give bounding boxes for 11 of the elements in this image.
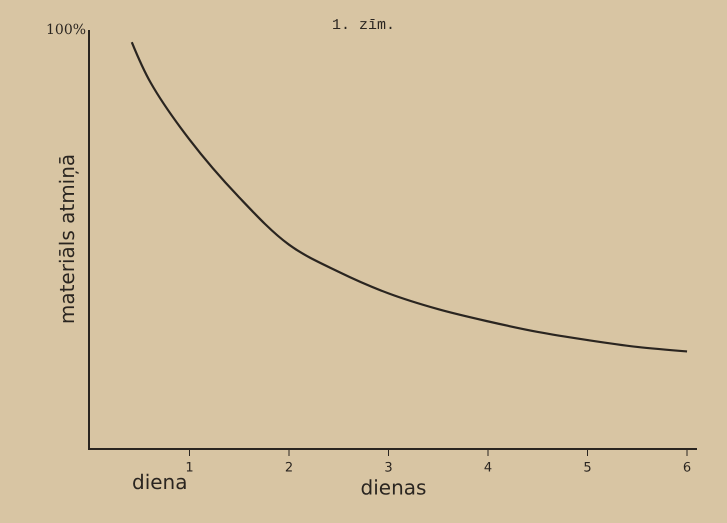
x-tick-label: 1: [185, 460, 194, 476]
x-tick-label: 5: [583, 460, 592, 476]
x-tick-label: 6: [682, 460, 692, 476]
x-tick-label: 3: [384, 460, 393, 476]
x-tick-label: 2: [284, 460, 294, 476]
y-axis-title: materiāls atmiņā: [55, 154, 79, 324]
x-tick-label: 4: [484, 460, 492, 476]
x-axis-title: dienas: [360, 476, 426, 500]
chart-title: 1. zīm.: [332, 16, 396, 34]
text: diena: [132, 470, 188, 494]
text: 100%: [46, 22, 86, 38]
